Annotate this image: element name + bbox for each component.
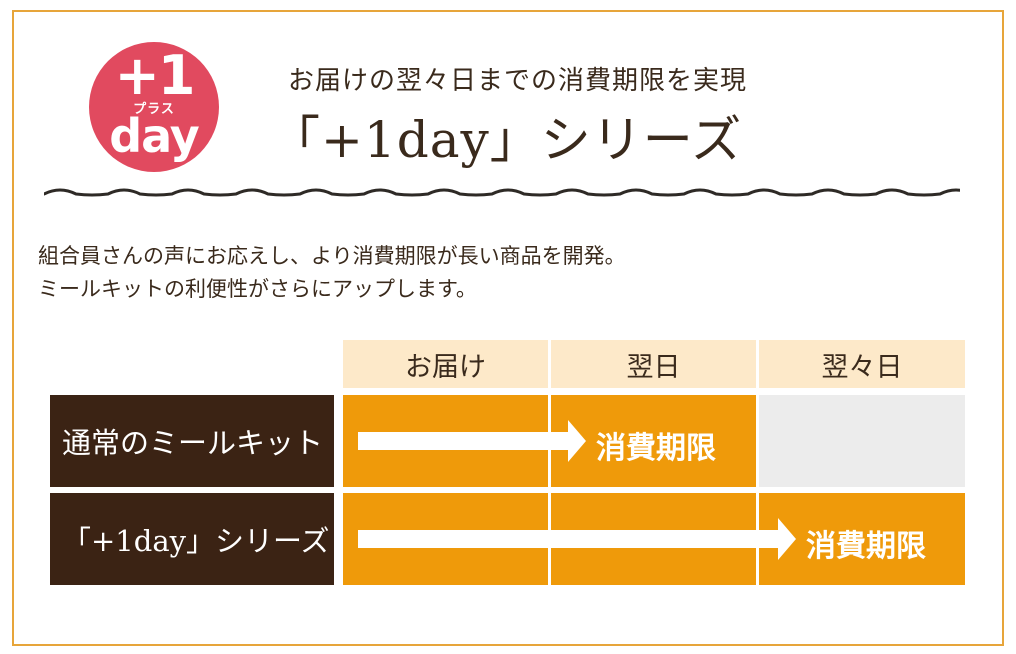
badge-plus1-text: +1 [114, 44, 196, 107]
page-subtitle: お届けの翌々日までの消費期限を実現 [288, 66, 748, 96]
plus1day-badge: +1 プラス day [89, 42, 219, 172]
column-header-day-after-next: 翌々日 [759, 340, 965, 388]
row2-expiry-label: 消費期限 [806, 529, 926, 564]
row1-cell-day-after-next [759, 395, 965, 487]
badge-day-text: day [109, 109, 200, 163]
description-line-2: ミールキットの利便性がさらにアップします。 [38, 277, 477, 301]
column-header-next-day: 翌日 [551, 340, 756, 388]
content-frame [12, 10, 1004, 646]
row2-arrow [358, 518, 796, 560]
row1-arrow [358, 420, 586, 462]
row-label-plus1day-series: 「+1day」シリーズ [50, 493, 334, 585]
badge-kana-text: プラス [133, 102, 175, 117]
row-label-normal-meal-kit: 通常のミールキット [50, 395, 334, 487]
column-header-delivery: お届け [343, 340, 548, 388]
description: 組合員さんの声にお応えし、より消費期限が長い商品を開発。 ミールキットの利便性が… [38, 240, 626, 306]
description-line-1: 組合員さんの声にお応えし、より消費期限が長い商品を開発。 [38, 244, 626, 268]
wave-divider [44, 188, 960, 197]
row1-expiry-label: 消費期限 [596, 431, 716, 466]
page-title: 「+1day」シリーズ [270, 111, 743, 169]
